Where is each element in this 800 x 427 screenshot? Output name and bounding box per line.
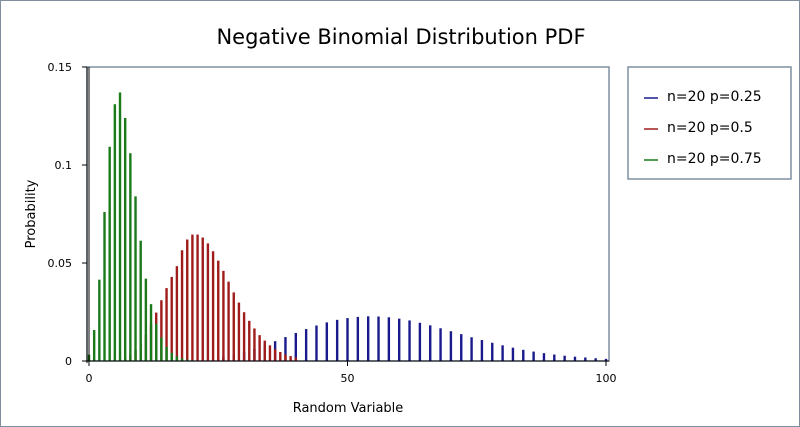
bar-series-2 — [273, 349, 277, 361]
bar-series-3 — [144, 278, 148, 361]
bar-series-2 — [180, 250, 184, 361]
bar-series-2 — [268, 345, 272, 361]
bar-series-2 — [165, 288, 168, 361]
bar-series-2 — [279, 351, 282, 361]
y-tick-label: 0.15 — [48, 61, 73, 74]
bar-series-2 — [289, 356, 292, 361]
bar-series-1 — [449, 331, 453, 361]
bar-series-2 — [196, 234, 199, 361]
x-axis-label: Random Variable — [293, 401, 404, 416]
bar-series-3 — [129, 153, 132, 361]
bar-series-1 — [460, 334, 463, 361]
y-tick-label: 0 — [65, 355, 72, 368]
bar-series-3 — [134, 196, 137, 361]
bar-series-1 — [356, 316, 360, 361]
bar-series-3 — [170, 352, 173, 361]
bar-series-1 — [408, 320, 411, 361]
bar-series-2 — [170, 276, 173, 361]
bar-series-2 — [211, 251, 215, 361]
bar-series-1 — [366, 316, 370, 361]
bar-series-1 — [377, 316, 380, 361]
legend-label: n=20 p=0.75 — [667, 151, 762, 167]
bar-series-2 — [201, 237, 204, 361]
bar-series-3 — [155, 323, 158, 361]
y-axis-label: Probability — [24, 179, 39, 248]
bar-series-1 — [325, 322, 329, 361]
chart-title: Negative Binomial Distribution PDF — [216, 25, 585, 49]
bar-series-2 — [227, 281, 230, 361]
bar-series-3 — [103, 212, 106, 361]
bar-series-1 — [584, 357, 587, 361]
bar-series-1 — [480, 340, 484, 361]
bar-series-1 — [315, 325, 318, 361]
bar-series-1 — [491, 342, 494, 361]
bar-series-1 — [284, 337, 287, 361]
bar-series-3 — [180, 358, 184, 361]
bar-series-1 — [294, 332, 297, 361]
bar-series-1 — [553, 354, 556, 361]
bar-series-2 — [263, 340, 266, 361]
bar-series-3 — [175, 356, 179, 361]
bar-series-3 — [160, 337, 163, 361]
bar-series-1 — [532, 351, 535, 361]
bar-series-1 — [573, 356, 577, 361]
bar-series-1 — [470, 337, 473, 361]
bar-series-3 — [118, 92, 122, 361]
bar-series-2 — [258, 335, 261, 361]
bar-series-3 — [139, 240, 142, 361]
legend: n=20 p=0.25 n=20 p=0.5 n=20 p=0.75 — [644, 89, 762, 167]
x-tick-label: 100 — [596, 372, 617, 385]
y-tick-label: 0.05 — [48, 257, 73, 270]
y-tick-label: 0.1 — [55, 159, 73, 172]
bar-series-1 — [304, 329, 308, 361]
bar-series-2 — [160, 300, 163, 361]
bar-series-1 — [429, 325, 432, 361]
bar-series-1 — [542, 353, 546, 361]
bar-series-2 — [294, 357, 297, 361]
bar-series-1 — [335, 319, 339, 361]
bar-series-1 — [594, 358, 597, 361]
bar-series-1 — [563, 355, 566, 361]
x-tick-label: 50 — [341, 372, 355, 385]
bar-series-2 — [253, 328, 256, 361]
bar-series-2 — [217, 260, 220, 361]
bar-series-1 — [604, 358, 608, 361]
bar-series-2 — [237, 302, 241, 361]
bar-series-2 — [175, 266, 179, 361]
bar-series-1 — [439, 328, 442, 361]
bar-series-1 — [346, 318, 349, 361]
bar-series-3 — [165, 346, 168, 361]
bar-series-3 — [149, 304, 153, 361]
plot-area — [86, 66, 610, 362]
bar-series-3 — [98, 279, 101, 361]
bars-layer — [87, 92, 608, 362]
bar-series-2 — [206, 243, 210, 361]
bar-series-2 — [222, 270, 225, 361]
bar-series-2 — [186, 239, 189, 361]
bar-series-2 — [284, 354, 287, 361]
bar-series-3 — [123, 117, 127, 362]
bar-series-1 — [418, 322, 422, 361]
bar-series-2 — [232, 292, 235, 361]
bar-series-3 — [113, 104, 117, 362]
bar-series-2 — [248, 320, 251, 361]
ticks-layer: 0 50 100 0 0.05 0.1 0.15 — [48, 61, 617, 385]
bar-series-3 — [186, 359, 189, 361]
legend-label: n=20 p=0.25 — [667, 89, 762, 105]
bar-series-3 — [108, 146, 111, 361]
bar-series-2 — [191, 234, 194, 361]
bar-series-1 — [501, 345, 504, 361]
bar-series-1 — [522, 349, 525, 361]
x-tick-label: 0 — [86, 372, 93, 385]
bar-series-1 — [511, 347, 515, 361]
bar-series-1 — [398, 318, 401, 361]
bar-series-2 — [242, 312, 246, 361]
legend-label: n=20 p=0.5 — [667, 120, 753, 136]
bar-series-1 — [387, 317, 391, 361]
bar-series-3 — [92, 330, 96, 361]
